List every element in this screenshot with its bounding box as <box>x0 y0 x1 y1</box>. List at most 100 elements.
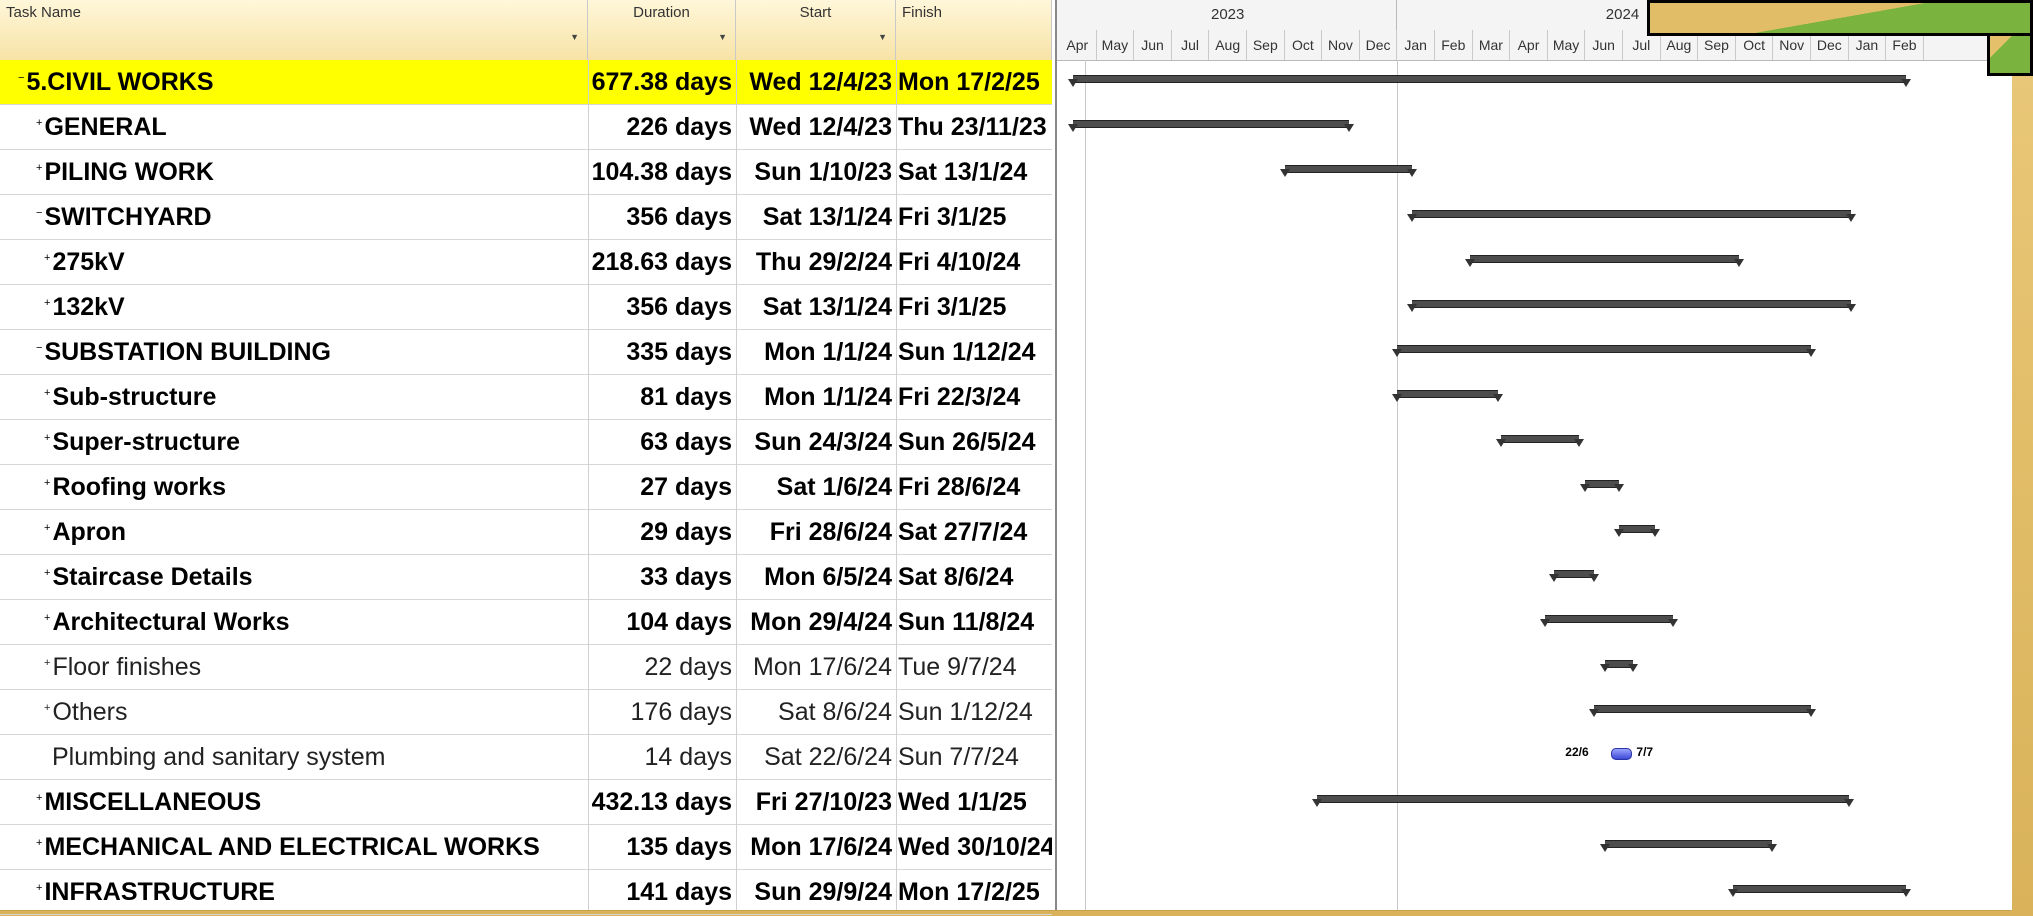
task-duration[interactable]: 22 days <box>644 653 732 681</box>
table-row[interactable]: +MECHANICAL AND ELECTRICAL WORKS 135 days… <box>0 825 1052 870</box>
task-name-cell[interactable]: +MISCELLANEOUS <box>0 780 588 825</box>
task-finish[interactable]: Fri 22/3/24 <box>898 383 1021 411</box>
task-duration[interactable]: 226 days <box>626 113 732 141</box>
expand-icon[interactable]: + <box>44 252 51 264</box>
table-row[interactable]: +Staircase Details 33 days Mon 6/5/24 Sat 8… <box>0 555 1052 600</box>
task-start[interactable]: Sat 8/6/24 <box>778 698 892 726</box>
task-start[interactable]: Sun 24/3/24 <box>754 428 892 456</box>
task-duration[interactable]: 356 days <box>626 203 732 231</box>
task-duration[interactable]: 33 days <box>640 563 732 591</box>
table-row[interactable]: +Floor finishes 22 days Mon 17/6/24 Tue 9/7… <box>0 645 1052 690</box>
task-start[interactable]: Mon 6/5/24 <box>764 563 892 591</box>
expand-icon[interactable]: + <box>44 522 51 534</box>
summary-bar[interactable] <box>1548 570 1600 582</box>
summary-bar[interactable] <box>1067 75 1912 87</box>
task-finish[interactable]: Wed 1/1/25 <box>898 788 1027 816</box>
task-finish[interactable]: Mon 17/2/25 <box>898 878 1040 906</box>
sort-dropdown-icon[interactable]: ▼ <box>570 32 579 42</box>
task-start[interactable]: Mon 29/4/24 <box>750 608 892 636</box>
table-row[interactable]: +PILING WORK 104.38 days Sun 1/10/23 Sat 13… <box>0 150 1052 195</box>
summary-bar[interactable] <box>1279 165 1417 177</box>
task-start[interactable]: Fri 28/6/24 <box>769 518 892 546</box>
table-row[interactable]: +INFRASTRUCTURE 141 days Sun 29/9/24 Mon 17… <box>0 870 1052 915</box>
summary-bar[interactable] <box>1613 525 1661 537</box>
task-start[interactable]: Mon 17/6/24 <box>753 653 892 681</box>
task-finish[interactable]: Mon 17/2/25 <box>898 68 1040 96</box>
task-start[interactable]: Sat 1/6/24 <box>776 473 892 501</box>
task-name-cell[interactable]: +Sub-structure <box>0 375 588 420</box>
task-duration[interactable]: 677.38 days <box>591 68 732 96</box>
task-duration[interactable]: 14 days <box>644 743 732 771</box>
task-name-cell[interactable]: −SWITCHYARD <box>0 195 588 240</box>
task-duration[interactable]: 432.13 days <box>591 788 732 816</box>
task-duration[interactable]: 104.38 days <box>591 158 732 186</box>
task-start[interactable]: Sat 13/1/24 <box>762 293 892 321</box>
sort-dropdown-icon[interactable]: ▼ <box>718 32 727 42</box>
task-duration[interactable]: 63 days <box>640 428 732 456</box>
task-start[interactable]: Sun 1/10/23 <box>754 158 892 186</box>
header-finish[interactable]: Finish <box>896 0 1052 60</box>
table-row[interactable]: +132kV 356 days Sat 13/1/24 Fri 3/1/25 <box>0 285 1052 330</box>
table-row[interactable]: +Roofing works 27 days Sat 1/6/24 Fri 28/6/… <box>0 465 1052 510</box>
task-name-cell[interactable]: Plumbing and sanitary system <box>0 735 588 780</box>
task-start[interactable]: Sun 29/9/24 <box>754 878 892 906</box>
task-duration[interactable]: 335 days <box>626 338 732 366</box>
summary-bar[interactable] <box>1392 390 1504 402</box>
summary-bar[interactable] <box>1392 345 1816 357</box>
expand-icon[interactable]: + <box>44 477 51 489</box>
task-name-cell[interactable]: +Roofing works <box>0 465 588 510</box>
table-row[interactable]: +Apron 29 days Fri 28/6/24 Sat 27/7/24 <box>0 510 1052 555</box>
task-name-cell[interactable]: +132kV <box>0 285 588 330</box>
task-finish[interactable]: Sun 1/12/24 <box>898 338 1036 366</box>
task-duration[interactable]: 176 days <box>630 698 732 726</box>
task-finish[interactable]: Sun 11/8/24 <box>898 608 1035 636</box>
task-start[interactable]: Thu 29/2/24 <box>755 248 892 276</box>
header-task-name[interactable]: Task Name ▼ <box>0 0 588 60</box>
task-duration[interactable]: 135 days <box>626 833 732 861</box>
expand-icon[interactable]: + <box>36 792 43 804</box>
collapse-icon[interactable]: − <box>36 342 43 354</box>
summary-bar[interactable] <box>1539 615 1679 627</box>
summary-bar[interactable] <box>1407 210 1856 222</box>
expand-icon[interactable]: + <box>36 117 43 129</box>
task-finish[interactable]: Tue 9/7/24 <box>898 653 1017 681</box>
expand-icon[interactable]: + <box>44 432 51 444</box>
task-duration[interactable]: 81 days <box>640 383 732 411</box>
expand-icon[interactable]: + <box>36 837 43 849</box>
table-row[interactable]: +Others 176 days Sat 8/6/24 Sun 1/12/24 <box>0 690 1052 735</box>
task-name-cell[interactable]: +GENERAL <box>0 105 588 150</box>
task-name-cell[interactable]: +MECHANICAL AND ELECTRICAL WORKS <box>0 825 588 870</box>
summary-bar[interactable] <box>1067 120 1355 132</box>
task-start[interactable]: Mon 17/6/24 <box>750 833 892 861</box>
task-name-cell[interactable]: +275kV <box>0 240 588 285</box>
task-bar[interactable] <box>1611 748 1633 760</box>
summary-bar[interactable] <box>1727 885 1912 897</box>
task-finish[interactable]: Sun 7/7/24 <box>898 743 1019 771</box>
task-name-cell[interactable]: +Super-structure <box>0 420 588 465</box>
task-duration[interactable]: 104 days <box>626 608 732 636</box>
collapse-icon[interactable]: − <box>18 72 25 84</box>
task-name-cell[interactable]: +Others <box>0 690 588 735</box>
expand-icon[interactable]: + <box>44 297 51 309</box>
summary-bar[interactable] <box>1311 795 1854 807</box>
summary-bar[interactable] <box>1495 435 1584 447</box>
task-finish[interactable]: Sun 1/12/24 <box>898 698 1033 726</box>
expand-icon[interactable]: + <box>44 702 51 714</box>
task-start[interactable]: Sat 13/1/24 <box>762 203 892 231</box>
summary-bar[interactable] <box>1589 705 1816 717</box>
task-finish[interactable]: Sat 13/1/24 <box>898 158 1028 186</box>
task-name-cell[interactable]: −5.CIVIL WORKS <box>0 60 588 105</box>
task-name-cell[interactable]: +INFRASTRUCTURE <box>0 870 588 915</box>
summary-bar[interactable] <box>1407 300 1856 312</box>
summary-bar[interactable] <box>1464 255 1745 267</box>
task-name-cell[interactable]: +Apron <box>0 510 588 555</box>
task-duration[interactable]: 356 days <box>626 293 732 321</box>
table-row[interactable]: −SUBSTATION BUILDING 335 days Mon 1/1/24 Su… <box>0 330 1052 375</box>
expand-icon[interactable]: + <box>44 567 51 579</box>
table-row[interactable]: −5.CIVIL WORKS 677.38 days Wed 12/4/23 Mon … <box>0 60 1052 105</box>
task-duration[interactable]: 27 days <box>640 473 732 501</box>
task-duration[interactable]: 141 days <box>626 878 732 906</box>
task-finish[interactable]: Fri 3/1/25 <box>898 203 1007 231</box>
summary-bar[interactable] <box>1580 480 1624 492</box>
expand-icon[interactable]: + <box>36 162 43 174</box>
